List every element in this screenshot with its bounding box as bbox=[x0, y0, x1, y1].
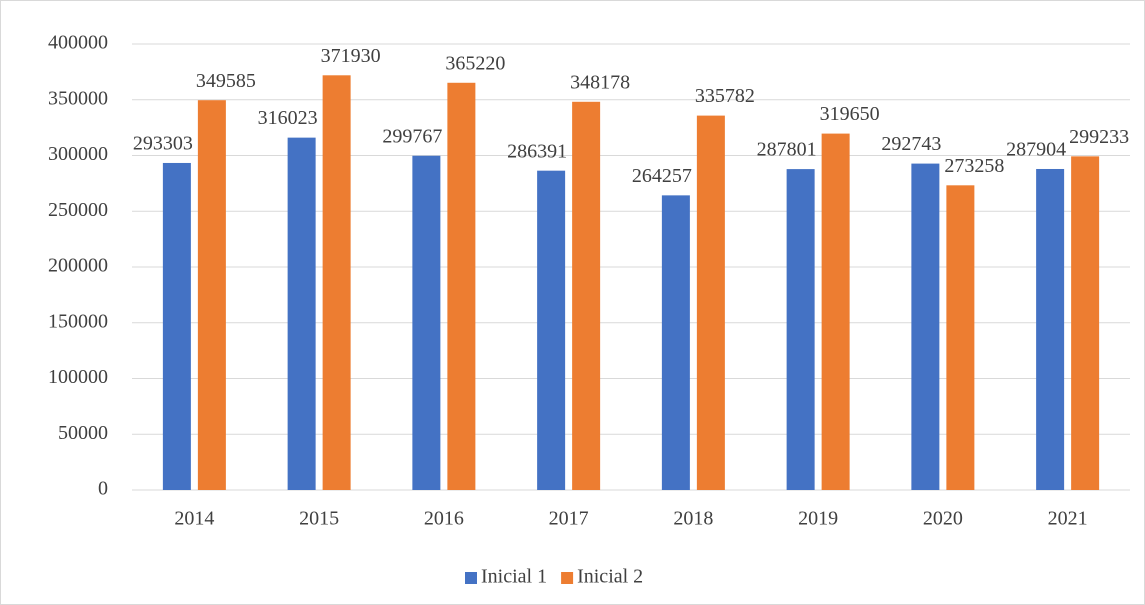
bar bbox=[197, 100, 226, 491]
y-tick-label: 300000 bbox=[48, 143, 108, 165]
x-tick-label: 2017 bbox=[549, 508, 589, 530]
data-label: 299233 bbox=[1069, 126, 1129, 148]
bar bbox=[821, 133, 850, 490]
data-label: 286391 bbox=[507, 140, 567, 162]
bar bbox=[322, 75, 351, 491]
bar bbox=[162, 162, 191, 490]
y-tick-label: 50000 bbox=[58, 422, 108, 444]
data-label: 348178 bbox=[570, 71, 630, 93]
bar bbox=[287, 137, 316, 491]
x-tick-label: 2019 bbox=[798, 508, 838, 530]
data-label: 293303 bbox=[133, 133, 193, 155]
bar bbox=[412, 155, 441, 490]
legend-swatch bbox=[561, 572, 574, 584]
y-tick-label: 100000 bbox=[48, 366, 108, 388]
y-tick-label: 150000 bbox=[48, 310, 108, 332]
legend-label: Inicial 2 bbox=[577, 566, 643, 588]
y-tick-label: 350000 bbox=[48, 87, 108, 109]
data-label: 287801 bbox=[757, 139, 817, 161]
x-tick-label: 2016 bbox=[424, 508, 464, 530]
x-tick-label: 2021 bbox=[1048, 508, 1088, 530]
data-label: 365220 bbox=[445, 52, 505, 74]
data-label: 349585 bbox=[196, 70, 256, 92]
bar bbox=[1036, 168, 1065, 490]
data-label: 287904 bbox=[1006, 139, 1066, 161]
legend-label: Inicial 1 bbox=[481, 566, 547, 588]
bar bbox=[537, 170, 566, 490]
bar bbox=[1071, 156, 1100, 490]
data-label: 264257 bbox=[632, 165, 692, 187]
y-tick-label: 200000 bbox=[48, 255, 108, 277]
y-tick-label: 400000 bbox=[48, 32, 108, 54]
bar bbox=[911, 163, 940, 490]
data-label: 371930 bbox=[321, 45, 381, 67]
data-label: 316023 bbox=[258, 107, 318, 129]
x-tick-label: 2018 bbox=[673, 508, 713, 530]
data-label: 299767 bbox=[382, 125, 442, 147]
legend-swatch bbox=[465, 572, 477, 584]
bar bbox=[661, 195, 690, 490]
y-tick-label: 0 bbox=[98, 478, 108, 500]
bar bbox=[572, 101, 601, 491]
bar bbox=[447, 82, 476, 491]
bar bbox=[786, 169, 815, 491]
x-tick-label: 2020 bbox=[923, 508, 963, 530]
data-label: 273258 bbox=[944, 155, 1004, 177]
data-label: 292743 bbox=[881, 133, 941, 155]
bar bbox=[946, 185, 975, 491]
data-label: 319650 bbox=[820, 103, 880, 125]
x-tick-label: 2015 bbox=[299, 508, 339, 530]
y-tick-label: 250000 bbox=[48, 199, 108, 221]
x-tick-label: 2014 bbox=[174, 508, 214, 530]
bar bbox=[696, 115, 725, 490]
data-label: 335782 bbox=[695, 85, 755, 107]
